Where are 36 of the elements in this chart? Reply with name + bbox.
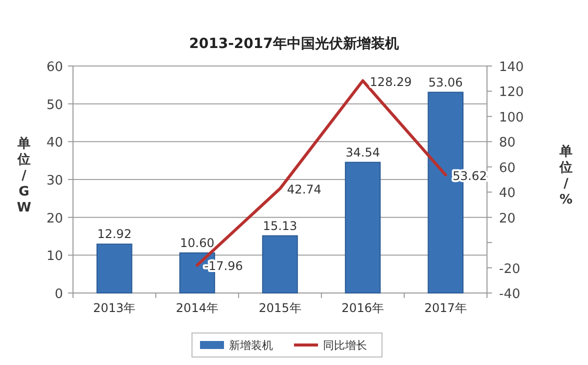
y-tick-label: 60: [46, 60, 63, 75]
y2-tick-label: 40: [499, 186, 516, 202]
x-tick-label: 2013年: [93, 301, 136, 315]
x-tick-label: 2015年: [258, 301, 302, 315]
data-label: 15.13: [262, 218, 298, 233]
data-label: 128.29: [370, 74, 412, 89]
bar: [262, 235, 298, 294]
y2-tick-label: 80: [499, 136, 516, 151]
y-tick-label: 30: [46, 174, 63, 188]
data-label: 10.60: [180, 236, 214, 250]
y2-tick-label: 100: [499, 110, 524, 126]
y2-tick-label: -40: [499, 287, 520, 302]
y2-tick-label: 20: [499, 211, 516, 226]
y-axis-title: 单位/GW: [16, 136, 32, 216]
y2-tick-label: 120: [499, 85, 524, 100]
chart-title: 2013-2017年中国光伏新增装机: [189, 35, 399, 52]
y-tick-label: 10: [46, 249, 63, 264]
y2-axis-title: 单位/%: [558, 144, 573, 208]
y2-tick-label: 140: [499, 60, 524, 75]
bar: [96, 244, 132, 294]
y2-tick-label: -20: [499, 262, 520, 277]
x-tick-label: 2017年: [424, 301, 467, 315]
y-tick-label: 0: [54, 287, 63, 302]
y-tick-label: 20: [46, 211, 63, 226]
data-label: 34.54: [346, 145, 380, 160]
x-tick-label: 2016年: [342, 301, 384, 315]
data-label: 42.74: [287, 182, 322, 197]
data-label: 12.92: [97, 227, 132, 242]
legend-label: 同比增长: [323, 339, 367, 352]
data-label: 53.06: [428, 75, 463, 90]
bar: [344, 162, 381, 294]
y-tick-label: 50: [46, 98, 63, 113]
y-tick-label: 40: [46, 136, 63, 151]
x-tick-label: 2014年: [176, 301, 218, 315]
y2-tick-label: 60: [499, 160, 516, 176]
legend-label: 新增装机: [229, 339, 273, 352]
